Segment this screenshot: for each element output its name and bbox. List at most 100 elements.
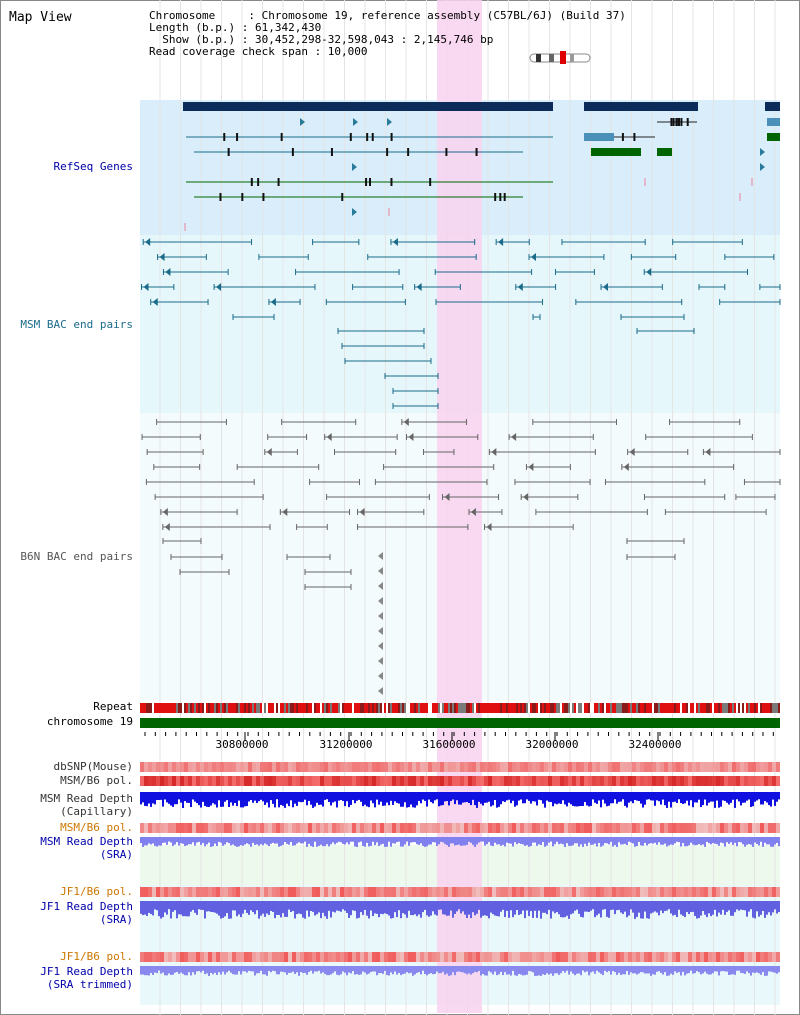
jf1-depth-bar	[774, 901, 776, 910]
repeat-element	[316, 703, 318, 713]
track-label-msm-bac[interactable]: MSM BAC end pairs	[20, 318, 133, 331]
msm-depth-sra-bar	[528, 837, 530, 847]
msm-depth-sra-bar	[720, 837, 722, 843]
jf1-pol-density	[448, 887, 452, 897]
jf1-pol-density	[188, 887, 192, 897]
dbsnp-density	[480, 762, 484, 772]
repeat-element	[676, 703, 678, 713]
repeat-element	[688, 703, 690, 713]
msm-depth-capillary-bar	[728, 792, 730, 805]
msm-depth-capillary-bar	[762, 792, 764, 805]
jf1-pol-density	[148, 887, 152, 897]
repeat-element	[674, 703, 676, 713]
jf1-depth-bar	[402, 901, 404, 914]
msm-pol-sra-density	[560, 823, 564, 833]
msm-depth-sra-bar	[752, 837, 754, 847]
msm-pol-density	[164, 776, 168, 786]
msm-depth-capillary-bar	[556, 792, 558, 805]
msm-pol-density	[772, 776, 776, 786]
jf1-pol-trim-density	[772, 952, 776, 962]
msm-pol-density	[344, 776, 348, 786]
msm-depth-capillary-bar	[474, 792, 476, 806]
msm-depth-sra-bar	[282, 837, 284, 845]
jf1-depth-bar	[572, 901, 574, 914]
msm-depth-sra-bar	[450, 837, 452, 844]
jf1-depth-trimmed-bar	[612, 966, 614, 972]
jf1-depth-trimmed-bar	[382, 966, 384, 974]
msm-depth-capillary-bar	[336, 792, 338, 808]
jf1-depth-bar	[502, 901, 504, 910]
jf1-depth-bar	[216, 901, 218, 914]
repeat-element	[642, 703, 644, 713]
repeat-element	[562, 703, 564, 713]
msm-depth-sra-bar	[304, 837, 306, 842]
repeat-element	[186, 703, 188, 713]
jf1-depth-trimmed-bar	[610, 966, 612, 975]
track-label-b6n-bac[interactable]: B6N BAC end pairs	[20, 550, 133, 563]
jf1-pol-density	[712, 887, 716, 897]
jf1-depth-bar	[618, 901, 620, 910]
jf1-depth-trimmed-bar	[378, 966, 380, 974]
jf1-depth-trimmed-bar	[682, 966, 684, 972]
jf1-pol-trim-density	[608, 952, 612, 962]
repeat-element	[352, 703, 354, 713]
jf1-pol-trim-density	[160, 952, 164, 962]
msm-depth-capillary-bar	[388, 792, 390, 806]
repeat-element	[280, 703, 282, 713]
jf1-depth-bar	[264, 901, 266, 917]
repeat-element	[702, 703, 704, 713]
msm-depth-capillary-bar	[228, 792, 230, 807]
msm-pol-density	[400, 776, 404, 786]
jf1-depth-trimmed-bar	[368, 966, 370, 974]
dbsnp-density	[376, 762, 380, 772]
jf1-depth-bar	[248, 901, 250, 915]
jf1-depth-trimmed-bar	[442, 966, 444, 972]
dbsnp-density	[512, 762, 516, 772]
dbsnp-density	[176, 762, 180, 772]
msm-depth-capillary-bar	[736, 792, 738, 800]
msm-depth-sra-bar	[664, 837, 666, 844]
jf1-pol-trim-density	[400, 952, 404, 962]
msm-depth-capillary-bar	[646, 792, 648, 800]
repeat-element	[252, 703, 254, 713]
msm-depth-capillary-bar	[374, 792, 376, 808]
jf1-depth-bar	[570, 901, 572, 915]
track-label-refseq[interactable]: RefSeq Genes	[53, 160, 133, 173]
repeat-element	[368, 703, 370, 713]
jf1-depth-trimmed-bar	[772, 966, 774, 973]
msm-pol-sra-density	[680, 823, 684, 833]
msm-pol-density	[712, 776, 716, 786]
msm-depth-sra-bar	[182, 837, 184, 844]
msm-depth-capillary-bar	[178, 792, 180, 800]
msm-pol-sra-density	[584, 823, 588, 833]
jf1-depth-bar	[360, 901, 362, 913]
repeat-element	[696, 703, 698, 713]
msm-pol-density	[536, 776, 540, 786]
repeat-element	[710, 703, 712, 713]
msm-depth-capillary-bar	[316, 792, 318, 803]
msm-depth-sra-bar	[538, 837, 540, 845]
msm-depth-capillary-bar	[678, 792, 680, 800]
jf1-depth-trimmed-bar	[690, 966, 692, 971]
repeat-element	[404, 703, 406, 713]
msm-depth-capillary-bar	[602, 792, 604, 800]
msm-pol-sra-density	[720, 823, 724, 833]
jf1-pol-trim-density	[560, 952, 564, 962]
dbsnp-density	[656, 762, 660, 772]
repeat-element	[748, 703, 750, 713]
jf1-pol-density	[248, 887, 252, 897]
repeat-element	[522, 703, 524, 713]
jf1-pol-density	[652, 887, 656, 897]
msm-depth-capillary-bar	[304, 792, 306, 800]
jf1-depth-trimmed-bar	[538, 966, 540, 976]
dbsnp-density	[184, 762, 188, 772]
msm-depth-capillary-bar	[146, 792, 148, 807]
msm-depth-capillary-bar	[242, 792, 244, 808]
msm-depth-sra-bar	[446, 837, 448, 846]
msm-depth-sra-bar	[696, 837, 698, 846]
msm-depth-sra-bar	[724, 837, 726, 847]
jf1-depth-bar	[326, 901, 328, 919]
repeat-element	[730, 703, 732, 713]
jf1-depth-bar	[280, 901, 282, 918]
